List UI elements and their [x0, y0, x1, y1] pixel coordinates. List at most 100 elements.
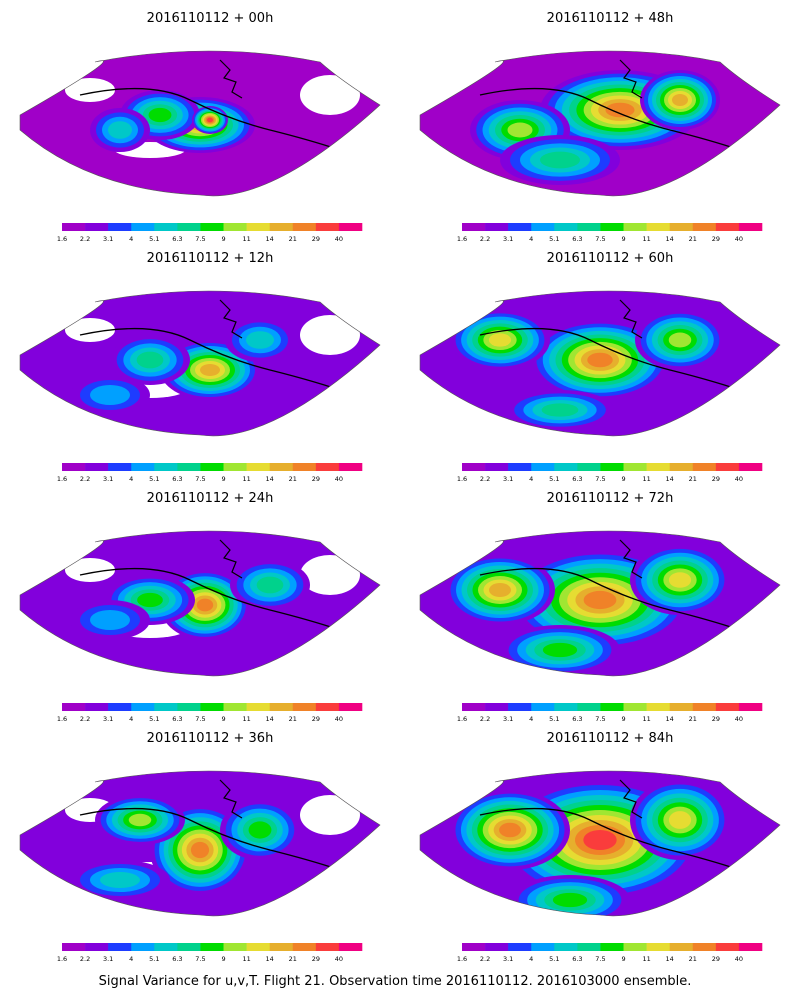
colorbar-label: 2.2	[480, 475, 490, 483]
panel-0: 2016110112 + 00h 1.6 2.2 3.1 4 5.1 6.3 7.5 9 11 14…	[19, 11, 381, 243]
panel-1: 2016110112 + 48h 1.6 2.2 3.1 4 5.1 6.3 7.5 9 11 14…	[419, 11, 781, 243]
colorbar-segment	[292, 463, 317, 471]
colorbar-segment	[623, 463, 647, 471]
colorbar-segment	[669, 703, 694, 711]
colorbar-label: 11	[642, 955, 650, 963]
colorbar-segment	[669, 943, 694, 951]
colorbar-label: 1.6	[57, 475, 67, 483]
colorbar-label: 4	[129, 235, 133, 243]
colorbar-label: 4	[129, 475, 133, 483]
colorbar-segment	[338, 943, 363, 951]
colorbar: 1.6 2.2 3.1 4 5.1 6.3 7.5 9 11 14 21 29 40	[57, 703, 363, 723]
colorbar-label: 3.1	[503, 235, 513, 243]
contour-level	[148, 107, 172, 123]
colorbar-segment	[85, 943, 109, 951]
contour-level	[256, 576, 284, 594]
colorbar-label: 29	[712, 475, 720, 483]
colorbar-label: 21	[289, 235, 297, 243]
colorbar-segment	[692, 463, 717, 471]
colorbar-label: 6.3	[572, 955, 582, 963]
colorbar-segment	[738, 223, 763, 231]
colorbar-segment	[692, 703, 717, 711]
variance-field	[420, 51, 780, 196]
colorbar-segment	[531, 463, 555, 471]
colorbar-label: 1.6	[57, 715, 67, 723]
contour-level	[552, 892, 588, 908]
colorbar: 1.6 2.2 3.1 4 5.1 6.3 7.5 9 11 14 21 29 40	[57, 223, 363, 243]
colorbar-label: 6.3	[572, 475, 582, 483]
colorbar-label: 6.3	[572, 235, 582, 243]
map-frame	[19, 530, 381, 677]
colorbar-label: 11	[242, 955, 250, 963]
colorbar-segment	[246, 943, 270, 951]
colorbar-label: 3.1	[503, 715, 513, 723]
contour-level	[137, 592, 163, 608]
colorbar-label: 7.5	[595, 955, 605, 963]
colorbar-segment	[315, 463, 340, 471]
colorbar-segment	[554, 943, 578, 951]
colorbar-segment	[108, 943, 132, 951]
coastline	[619, 299, 643, 339]
colorbar-label: 7.5	[595, 475, 605, 483]
colorbar-label: 6.3	[572, 715, 582, 723]
colorbar-segment	[315, 703, 340, 711]
colorbar-label: 4	[129, 715, 133, 723]
colorbar-segment	[246, 223, 270, 231]
contour-level	[587, 352, 613, 368]
colorbar-label: 3.1	[103, 715, 113, 723]
missing-data-patch	[65, 558, 115, 582]
panel-title: 2016110112 + 36h	[147, 731, 274, 746]
coastline	[79, 87, 341, 151]
colorbar-segment	[577, 223, 601, 231]
colorbar-segment	[223, 703, 247, 711]
colorbar-segment	[462, 223, 486, 231]
contour-level	[542, 642, 578, 658]
map-frame	[19, 50, 381, 197]
colorbar-label: 40	[735, 475, 743, 483]
colorbar-label: 4	[529, 235, 533, 243]
colorbar-segment	[154, 943, 178, 951]
colorbar-segment	[669, 463, 694, 471]
colorbar-label: 9	[221, 475, 225, 483]
panel-title: 2016110112 + 12h	[147, 251, 274, 266]
missing-data-patch	[300, 555, 360, 595]
colorbar-label: 5.1	[149, 475, 159, 483]
colorbar-label: 11	[242, 235, 250, 243]
colorbar-label: 21	[289, 955, 297, 963]
colorbar-label: 14	[666, 475, 674, 483]
contour-level	[196, 598, 214, 612]
colorbar-label: 7.5	[195, 715, 205, 723]
colorbar-segment	[62, 943, 86, 951]
colorbar-segment	[715, 703, 740, 711]
colorbar-segment	[154, 703, 178, 711]
contour-level	[668, 572, 692, 588]
colorbar-segment	[292, 943, 317, 951]
colorbar-segment	[62, 223, 86, 231]
colorbar-segment	[154, 223, 178, 231]
colorbar-segment	[600, 223, 624, 231]
panel-title: 2016110112 + 24h	[147, 491, 274, 506]
colorbar-segment	[577, 463, 601, 471]
colorbar-segment	[646, 703, 670, 711]
colorbar-segment	[200, 463, 224, 471]
colorbar-segment	[531, 943, 555, 951]
colorbar-label: 29	[712, 955, 720, 963]
colorbar-segment	[462, 943, 486, 951]
colorbar-segment	[577, 703, 601, 711]
colorbar-segment	[223, 463, 247, 471]
contour-level	[108, 121, 132, 139]
colorbar-label: 29	[312, 475, 320, 483]
panel-title: 2016110112 + 00h	[147, 11, 274, 26]
variance-field	[420, 291, 780, 436]
colorbar-label: 21	[689, 235, 697, 243]
panel-title: 2016110112 + 72h	[547, 491, 674, 506]
panel-title: 2016110112 + 60h	[547, 251, 674, 266]
colorbar-label: 14	[266, 715, 274, 723]
variance-field	[20, 531, 380, 676]
panel-title: 2016110112 + 84h	[547, 731, 674, 746]
colorbar-label: 9	[621, 475, 625, 483]
colorbar-segment	[508, 463, 532, 471]
colorbar-label: 4	[129, 955, 133, 963]
colorbar-label: 9	[621, 235, 625, 243]
coastline	[479, 87, 741, 151]
